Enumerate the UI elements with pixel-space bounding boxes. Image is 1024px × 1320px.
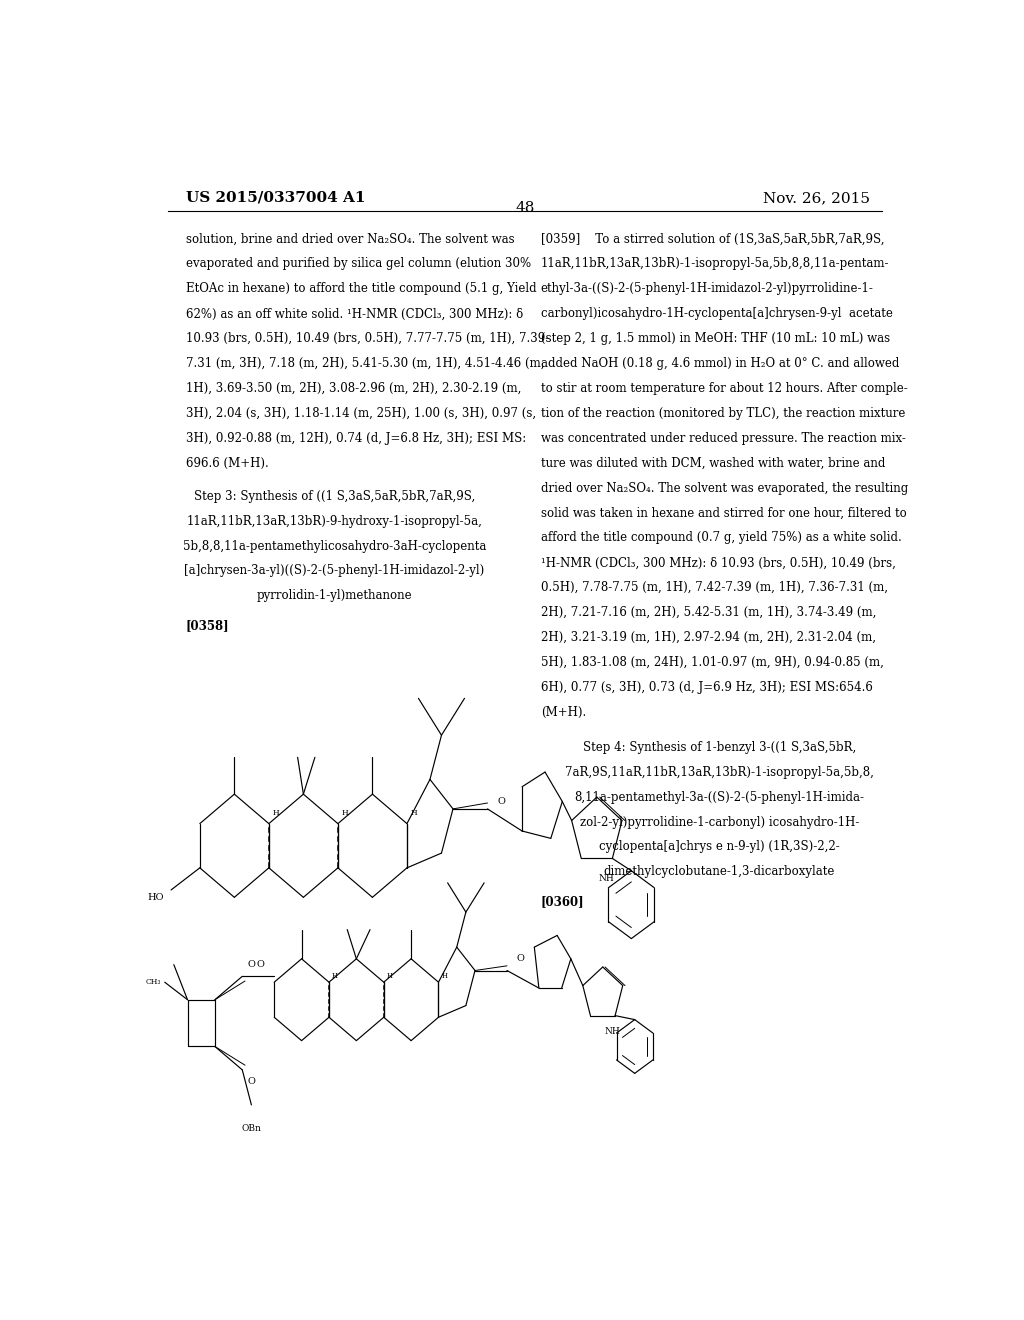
Text: [0360]: [0360] <box>541 895 585 908</box>
Text: 3H), 0.92-0.88 (m, 12H), 0.74 (d, J=6.8 Hz, 3H); ESI MS:: 3H), 0.92-0.88 (m, 12H), 0.74 (d, J=6.8 … <box>186 432 526 445</box>
Text: O: O <box>498 797 505 807</box>
Text: 5H), 1.83-1.08 (m, 24H), 1.01-0.97 (m, 9H), 0.94-0.85 (m,: 5H), 1.83-1.08 (m, 24H), 1.01-0.97 (m, 9… <box>541 656 884 669</box>
Text: NH: NH <box>604 1027 620 1036</box>
Text: pyrrolidin-1-yl)methanone: pyrrolidin-1-yl)methanone <box>257 589 412 602</box>
Text: H: H <box>341 809 348 817</box>
Text: was concentrated under reduced pressure. The reaction mix-: was concentrated under reduced pressure.… <box>541 432 905 445</box>
Text: dimethylcyclobutane-1,3-dicarboxylate: dimethylcyclobutane-1,3-dicarboxylate <box>603 866 835 878</box>
Text: 62%) as an off white solid. ¹H-NMR (CDCl₃, 300 MHz): δ: 62%) as an off white solid. ¹H-NMR (CDCl… <box>186 308 523 321</box>
Text: ethyl-3a-((S)-2-(5-phenyl-1H-imidazol-2-yl)pyrrolidine-1-: ethyl-3a-((S)-2-(5-phenyl-1H-imidazol-2-… <box>541 282 873 296</box>
Text: carbonyl)icosahydro-1H-cyclopenta[a]chrysen-9-yl  acetate: carbonyl)icosahydro-1H-cyclopenta[a]chry… <box>541 308 893 321</box>
Text: zol-2-yl)pyrrolidine-1-carbonyl) icosahydro-1H-: zol-2-yl)pyrrolidine-1-carbonyl) icosahy… <box>580 816 859 829</box>
Text: Step 4: Synthesis of 1-benzyl 3-((1 S,3aS,5bR,: Step 4: Synthesis of 1-benzyl 3-((1 S,3a… <box>583 741 856 754</box>
Text: 1H), 3.69-3.50 (m, 2H), 3.08-2.96 (m, 2H), 2.30-2.19 (m,: 1H), 3.69-3.50 (m, 2H), 3.08-2.96 (m, 2H… <box>186 381 521 395</box>
Text: Nov. 26, 2015: Nov. 26, 2015 <box>763 191 870 205</box>
Text: 7.31 (m, 3H), 7.18 (m, 2H), 5.41-5.30 (m, 1H), 4.51-4.46 (m,: 7.31 (m, 3H), 7.18 (m, 2H), 5.41-5.30 (m… <box>186 358 545 370</box>
Text: tion of the reaction (monitored by TLC), the reaction mixture: tion of the reaction (monitored by TLC),… <box>541 407 905 420</box>
Text: O: O <box>517 954 524 964</box>
Text: [a]chrysen-3a-yl)((S)-2-(5-phenyl-1H-imidazol-2-yl): [a]chrysen-3a-yl)((S)-2-(5-phenyl-1H-imi… <box>184 565 484 577</box>
Text: HO: HO <box>147 892 164 902</box>
Text: (step 2, 1 g, 1.5 mmol) in MeOH: THF (10 mL: 10 mL) was: (step 2, 1 g, 1.5 mmol) in MeOH: THF (10… <box>541 333 890 346</box>
Text: O: O <box>248 960 255 969</box>
Text: ture was diluted with DCM, washed with water, brine and: ture was diluted with DCM, washed with w… <box>541 457 885 470</box>
Text: CH₃: CH₃ <box>145 978 161 986</box>
Text: solid was taken in hexane and stirred for one hour, filtered to: solid was taken in hexane and stirred fo… <box>541 507 906 520</box>
Text: H: H <box>411 809 417 817</box>
Text: 11aR,11bR,13aR,13bR)-1-isopropyl-5a,5b,8,8,11a-pentam-: 11aR,11bR,13aR,13bR)-1-isopropyl-5a,5b,8… <box>541 257 889 271</box>
Text: [0359]    To a stirred solution of (1S,3aS,5aR,5bR,7aR,9S,: [0359] To a stirred solution of (1S,3aS,… <box>541 232 884 246</box>
Text: cyclopenta[a]chrys e n-9-yl) (1R,3S)-2,2-: cyclopenta[a]chrys e n-9-yl) (1R,3S)-2,2… <box>599 841 840 854</box>
Text: 3H), 2.04 (s, 3H), 1.18-1.14 (m, 25H), 1.00 (s, 3H), 0.97 (s,: 3H), 2.04 (s, 3H), 1.18-1.14 (m, 25H), 1… <box>186 407 536 420</box>
Text: NH: NH <box>598 874 614 883</box>
Text: 2H), 7.21-7.16 (m, 2H), 5.42-5.31 (m, 1H), 3.74-3.49 (m,: 2H), 7.21-7.16 (m, 2H), 5.42-5.31 (m, 1H… <box>541 606 877 619</box>
Text: US 2015/0337004 A1: US 2015/0337004 A1 <box>186 191 366 205</box>
Text: 6H), 0.77 (s, 3H), 0.73 (d, J=6.9 Hz, 3H); ESI MS:654.6: 6H), 0.77 (s, 3H), 0.73 (d, J=6.9 Hz, 3H… <box>541 681 872 694</box>
Text: O: O <box>248 1077 255 1086</box>
Text: dried over Na₂SO₄. The solvent was evaporated, the resulting: dried over Na₂SO₄. The solvent was evapo… <box>541 482 908 495</box>
Text: ¹H-NMR (CDCl₃, 300 MHz): δ 10.93 (brs, 0.5H), 10.49 (brs,: ¹H-NMR (CDCl₃, 300 MHz): δ 10.93 (brs, 0… <box>541 556 896 569</box>
Text: 696.6 (M+H).: 696.6 (M+H). <box>186 457 268 470</box>
Text: added NaOH (0.18 g, 4.6 mmol) in H₂O at 0° C. and allowed: added NaOH (0.18 g, 4.6 mmol) in H₂O at … <box>541 358 899 370</box>
Text: EtOAc in hexane) to afford the title compound (5.1 g, Yield: EtOAc in hexane) to afford the title com… <box>186 282 537 296</box>
Text: 5b,8,8,11a-pentamethylicosahydro-3aH-cyclopenta: 5b,8,8,11a-pentamethylicosahydro-3aH-cyc… <box>182 540 486 553</box>
Text: 7aR,9S,11aR,11bR,13aR,13bR)-1-isopropyl-5a,5b,8,: 7aR,9S,11aR,11bR,13aR,13bR)-1-isopropyl-… <box>565 766 873 779</box>
Text: H: H <box>441 973 447 981</box>
Text: afford the title compound (0.7 g, yield 75%) as a white solid.: afford the title compound (0.7 g, yield … <box>541 532 901 544</box>
Text: solution, brine and dried over Na₂SO₄. The solvent was: solution, brine and dried over Na₂SO₄. T… <box>186 232 514 246</box>
Text: 2H), 3.21-3.19 (m, 1H), 2.97-2.94 (m, 2H), 2.31-2.04 (m,: 2H), 3.21-3.19 (m, 1H), 2.97-2.94 (m, 2H… <box>541 631 876 644</box>
Text: [0358]: [0358] <box>186 619 229 632</box>
Text: Step 3: Synthesis of ((1 S,3aS,5aR,5bR,7aR,9S,: Step 3: Synthesis of ((1 S,3aS,5aR,5bR,7… <box>194 490 475 503</box>
Text: H: H <box>272 809 279 817</box>
Text: 11aR,11bR,13aR,13bR)-9-hydroxy-1-isopropyl-5a,: 11aR,11bR,13aR,13bR)-9-hydroxy-1-isoprop… <box>186 515 482 528</box>
Text: (M+H).: (M+H). <box>541 706 586 718</box>
Text: H: H <box>386 973 392 981</box>
Text: 0.5H), 7.78-7.75 (m, 1H), 7.42-7.39 (m, 1H), 7.36-7.31 (m,: 0.5H), 7.78-7.75 (m, 1H), 7.42-7.39 (m, … <box>541 581 888 594</box>
Text: H: H <box>332 973 338 981</box>
Text: 48: 48 <box>515 201 535 215</box>
Text: evaporated and purified by silica gel column (elution 30%: evaporated and purified by silica gel co… <box>186 257 531 271</box>
Text: to stir at room temperature for about 12 hours. After comple-: to stir at room temperature for about 12… <box>541 381 907 395</box>
Text: OBn: OBn <box>242 1123 261 1133</box>
Text: 10.93 (brs, 0.5H), 10.49 (brs, 0.5H), 7.77-7.75 (m, 1H), 7.39-: 10.93 (brs, 0.5H), 10.49 (brs, 0.5H), 7.… <box>186 333 549 346</box>
Text: O: O <box>257 960 264 969</box>
Text: 8,11a-pentamethyl-3a-((S)-2-(5-phenyl-1H-imida-: 8,11a-pentamethyl-3a-((S)-2-(5-phenyl-1H… <box>574 791 864 804</box>
